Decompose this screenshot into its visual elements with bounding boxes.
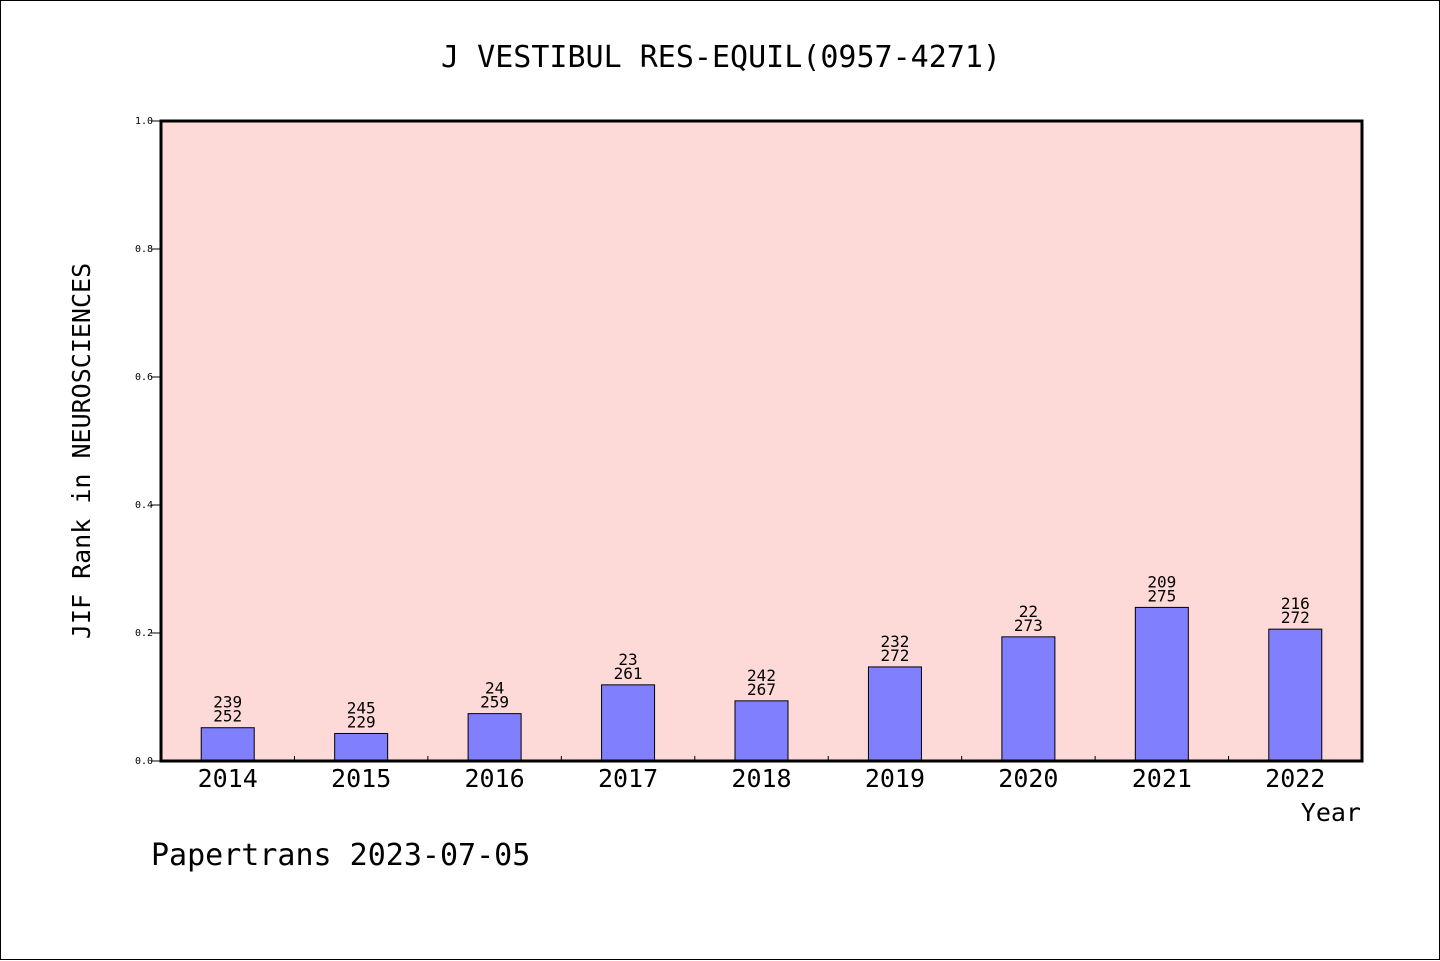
x-axis: 2014 2015 2016 2017 2018 2019 2020 2021 2022 — [198, 756, 1325, 793]
bar-2016 — [467, 713, 522, 762]
y-tick-label: 0.8 — [135, 244, 153, 255]
bar-rank-label: 242 — [747, 666, 776, 685]
bar-rank-label: 239 — [213, 693, 242, 712]
bar-total-label: 259 — [480, 693, 509, 712]
x-tick-label: 2022 — [1265, 764, 1325, 793]
bar-rank-label: 23 — [618, 650, 637, 669]
bar-2020 — [1001, 636, 1056, 762]
x-tick-label: 2016 — [465, 764, 525, 793]
bar-total-label: 273 — [1014, 616, 1043, 635]
x-tick-label: 2014 — [198, 764, 258, 793]
y-tick-label: 1.0 — [135, 116, 153, 127]
y-axis-label: JIF Rank in NEUROSCIENCES — [67, 263, 96, 639]
bar-total-label: 272 — [880, 646, 909, 665]
bars-layer — [200, 606, 1323, 762]
bar-total-label: 252 — [213, 707, 242, 726]
bar-total-label: 229 — [347, 712, 376, 731]
bar-rank-label: 22 — [1019, 602, 1038, 621]
y-axis: 0.0 0.2 0.4 0.6 0.8 1.0 — [135, 116, 161, 767]
bar-2015 — [334, 732, 389, 762]
x-tick-label: 2019 — [865, 764, 925, 793]
bar-rank-label: 232 — [880, 632, 909, 651]
bar-2021 — [1134, 606, 1189, 762]
y-tick-label: 0.4 — [135, 500, 153, 511]
bar-2019 — [867, 666, 922, 762]
x-tick-label: 2015 — [331, 764, 391, 793]
bar-total-label: 275 — [1147, 586, 1176, 605]
plot-border — [159, 119, 1364, 763]
bar-2014 — [200, 727, 255, 762]
bar-2017 — [601, 684, 656, 762]
bar-2022 — [1268, 628, 1323, 762]
y-tick-label: 0.2 — [135, 628, 153, 639]
x-tick-label: 2020 — [998, 764, 1058, 793]
bar-rank-label: 216 — [1281, 594, 1310, 613]
x-tick-label: 2018 — [731, 764, 791, 793]
footer-credit: Papertrans 2023-07-05 — [151, 838, 530, 873]
y-tick-label: 0.6 — [135, 372, 153, 383]
chart-title: J VESTIBUL RES-EQUIL(0957-4271) — [441, 40, 1001, 75]
bar-total-label: 272 — [1281, 608, 1310, 627]
y-tick-label: 0.0 — [135, 756, 153, 767]
bar-total-label: 267 — [747, 680, 776, 699]
x-tick-label: 2021 — [1132, 764, 1192, 793]
x-tick-label: 2017 — [598, 764, 658, 793]
bar-rank-label: 24 — [485, 679, 504, 698]
bar-rank-label: 245 — [347, 698, 376, 717]
bar-rank-label: 209 — [1147, 572, 1176, 591]
x-axis-label: Year — [1301, 798, 1361, 827]
bar-2018 — [734, 700, 789, 762]
bar-total-label: 261 — [614, 664, 643, 683]
